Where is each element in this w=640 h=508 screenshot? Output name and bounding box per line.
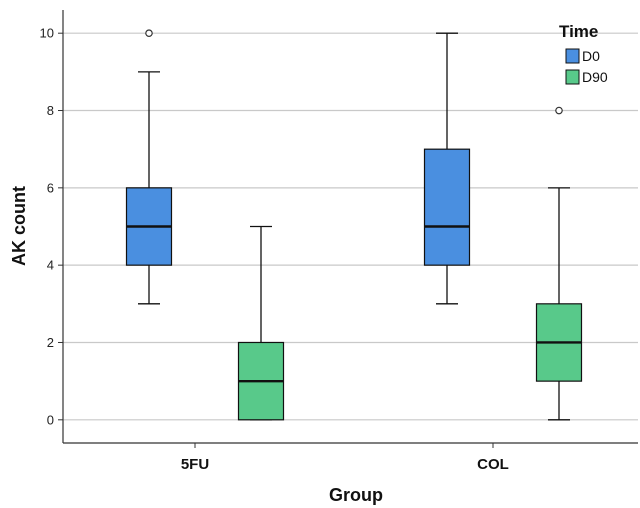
box-d0-col [423, 32, 471, 305]
legend-label-d0: D0 [582, 48, 600, 64]
legend-label-d90: D90 [582, 69, 608, 85]
box-d90-5fu [237, 225, 285, 421]
legend-title: Time [559, 22, 598, 41]
outlier-point-d90-col [555, 106, 563, 115]
x-axis-title: Group [329, 485, 383, 505]
axes: 0 2 4 6 8 10 5FU COL [40, 10, 638, 473]
outlier-point-d0-5fu [145, 29, 153, 37]
y-tick-label-0: 0 [47, 412, 54, 427]
plot-area [125, 29, 583, 421]
x-tick-label-5fu: 5FU [181, 456, 209, 473]
box-d90-col [535, 106, 583, 421]
x-tick-label-col: COL [477, 456, 509, 473]
y-tick-label-8: 8 [47, 103, 54, 118]
y-tick-label-2: 2 [47, 335, 54, 350]
y-axis-title: AK count [9, 186, 29, 266]
box-d0-5fu [125, 29, 173, 305]
legend-swatch-d90 [565, 69, 580, 85]
y-tick-label-6: 6 [47, 180, 54, 195]
y-tick-label-4: 4 [47, 258, 54, 273]
legend-swatch-d0 [565, 48, 580, 64]
legend: Time D0 D90 [559, 22, 608, 85]
iqr-box-d0-col [423, 148, 471, 266]
y-tick-label-10: 10 [40, 26, 54, 41]
